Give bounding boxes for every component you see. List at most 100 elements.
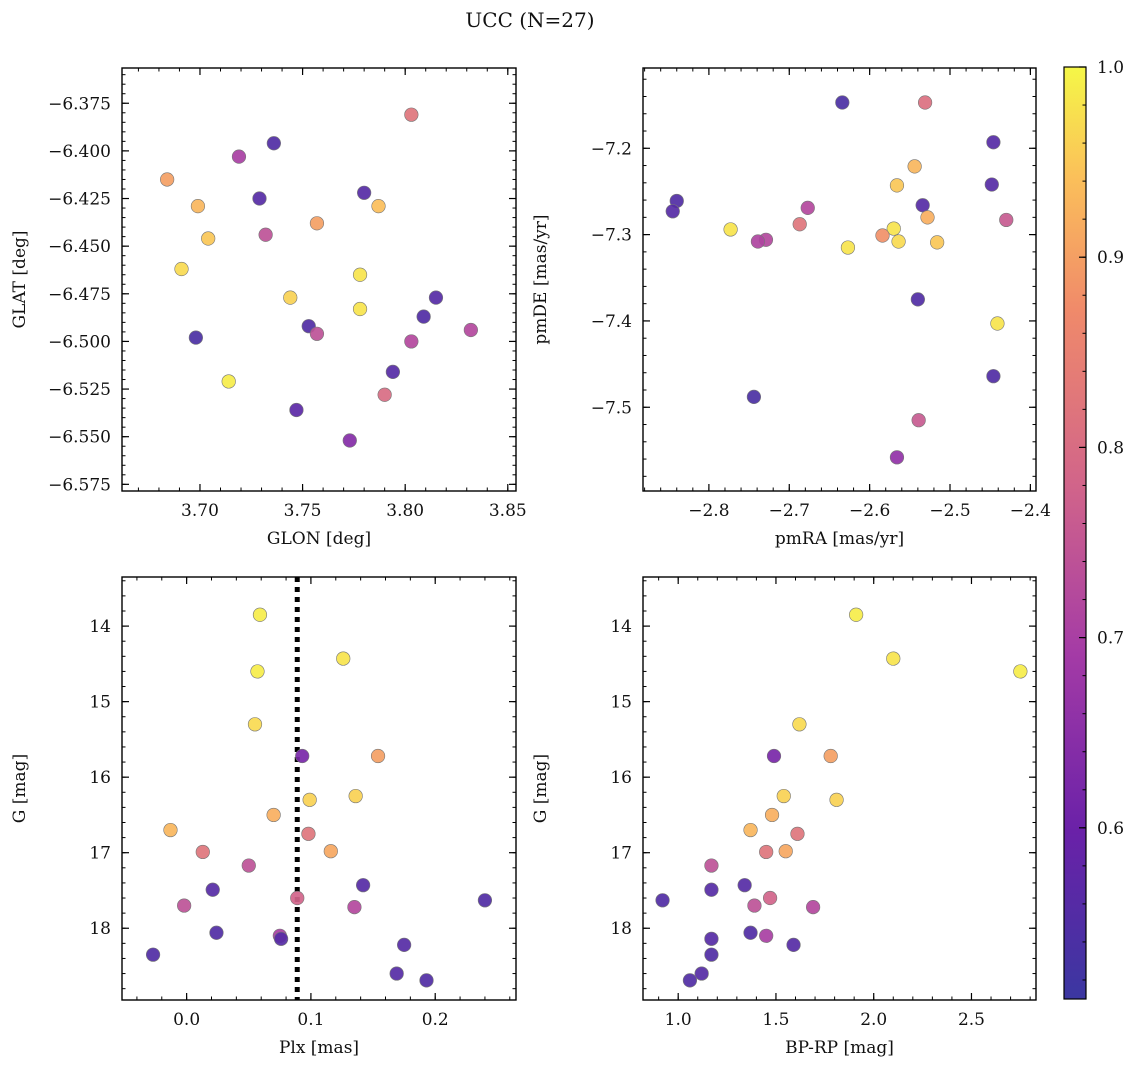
scatter-point — [823, 748, 838, 764]
colorbar-tick-label: 0.6 — [1097, 819, 1124, 839]
scatter-points — [145, 607, 493, 988]
scatter-point — [404, 334, 419, 349]
scatter-point — [990, 316, 1005, 331]
x-tick-label: −2.4 — [1010, 501, 1051, 521]
y-tick-label: −6.475 — [48, 285, 111, 305]
panels-group: 3.70 3.75 3.80 3.85 −6.375 −6.400 −6.425 −6.450… — [10, 67, 1051, 1058]
scatter-point — [295, 748, 310, 764]
y-axis-label: pmDE [mas/yr] — [531, 214, 551, 344]
x-tick-label: −2.6 — [849, 501, 890, 521]
scatter-point — [419, 973, 434, 988]
scatter-point — [786, 937, 801, 952]
scatter-point — [829, 792, 844, 807]
scatter-point — [911, 413, 926, 428]
scatter-point — [704, 931, 719, 946]
y-tick-label: −6.550 — [48, 428, 111, 448]
scatter-point — [806, 899, 821, 915]
scatter-point — [201, 231, 216, 246]
scatter-point — [849, 607, 864, 622]
scatter-point — [704, 882, 719, 897]
scatter-point — [746, 389, 762, 405]
y-tick-label: −7.3 — [591, 226, 632, 246]
y-tick-label: 18 — [89, 919, 111, 939]
scatter-point — [792, 217, 807, 232]
scatter-point — [416, 309, 431, 324]
x-axis-label: Plx [mas] — [279, 1038, 359, 1058]
scatter-point — [389, 966, 404, 981]
scatter-point — [428, 290, 444, 305]
scatter-point — [258, 227, 273, 242]
y-axis-label: GLAT [deg] — [10, 230, 30, 328]
scatter-point — [778, 844, 793, 859]
y-tick-label: −6.375 — [48, 94, 111, 114]
scatter-point — [370, 748, 386, 764]
scatter-point — [792, 717, 807, 732]
scatter-point — [309, 216, 325, 231]
x-tick-label: 2.0 — [860, 1010, 887, 1030]
scatter-point — [665, 204, 680, 219]
scatter-point — [250, 664, 265, 679]
scatter-point — [371, 199, 386, 214]
x-tick-label: 0.2 — [422, 1010, 449, 1030]
scatter-point — [704, 947, 719, 962]
x-tick-label: 3.80 — [386, 501, 424, 521]
scatter-point — [209, 925, 224, 940]
scatter-point — [160, 172, 175, 187]
scatter-point — [737, 878, 752, 893]
scatter-point — [289, 402, 304, 418]
axes-frame — [121, 67, 517, 492]
scatter-point — [252, 607, 268, 622]
y-tick-label: −6.450 — [48, 237, 111, 257]
scatter-point — [252, 191, 267, 206]
scatter-point — [743, 925, 758, 940]
x-axis-label: BP-RP [mag] — [785, 1038, 894, 1058]
scatter-point — [999, 212, 1014, 228]
x-axis-label: GLON [deg] — [267, 529, 371, 549]
scatter-point — [889, 178, 905, 193]
panel-bottom-left: 0.0 0.1 0.2 14 15 16 17 18 Plx [mas] G [mag] — [10, 576, 517, 1058]
y-tick-label: 15 — [89, 693, 111, 713]
x-tick-label: 2.5 — [958, 1010, 985, 1030]
scatter-point — [145, 947, 161, 962]
scatter-point — [404, 107, 419, 122]
axes-frame — [642, 576, 1037, 1001]
figure-title: UCC (N=27) — [465, 8, 594, 32]
scatter-point — [463, 322, 478, 338]
scatter-point — [910, 292, 925, 307]
x-tick-label: −2.7 — [769, 501, 810, 521]
scatter-points — [665, 95, 1014, 465]
scatter-points — [655, 607, 1028, 988]
scatter-point — [336, 651, 351, 666]
y-tick-label: −6.425 — [48, 190, 111, 210]
scatter-point — [190, 199, 206, 214]
scatter-point — [397, 937, 412, 952]
colorbar-tick-label: 1.0 — [1097, 58, 1124, 78]
y-tick-label: −7.4 — [591, 312, 632, 332]
scatter-point — [747, 898, 762, 913]
y-tick-label: −6.575 — [48, 475, 111, 495]
scatter-point — [840, 240, 856, 255]
x-tick-label: 0.1 — [297, 1010, 324, 1030]
scatter-point — [759, 928, 774, 943]
scatter-point — [352, 301, 368, 317]
x-tick-label: 0.0 — [173, 1010, 200, 1030]
scatter-point — [163, 822, 178, 838]
scatter-point — [891, 234, 906, 249]
colorbar-tick-label: 0.7 — [1097, 629, 1124, 649]
scatter-point — [762, 890, 778, 906]
colorbar-tick-label: 0.8 — [1097, 438, 1124, 458]
scatter-point — [266, 136, 281, 151]
panel-top-right: −2.8 −2.7 −2.6 −2.5 −2.4 −7.2 −7.3 −7.4 −7.5 pmRA… — [531, 67, 1051, 549]
y-axis-label: G [mag] — [10, 754, 30, 823]
x-tick-label: 1.5 — [762, 1010, 789, 1030]
scatter-points — [160, 107, 478, 448]
y-tick-label: 15 — [610, 693, 632, 713]
scatter-point — [766, 748, 782, 764]
scatter-point — [231, 149, 247, 164]
scatter-point — [377, 387, 392, 402]
y-tick-label: −6.500 — [48, 332, 111, 352]
scatter-point — [352, 267, 368, 282]
scatter-point — [273, 931, 289, 946]
y-tick-label: 17 — [89, 844, 111, 864]
scatter-point — [323, 844, 338, 859]
